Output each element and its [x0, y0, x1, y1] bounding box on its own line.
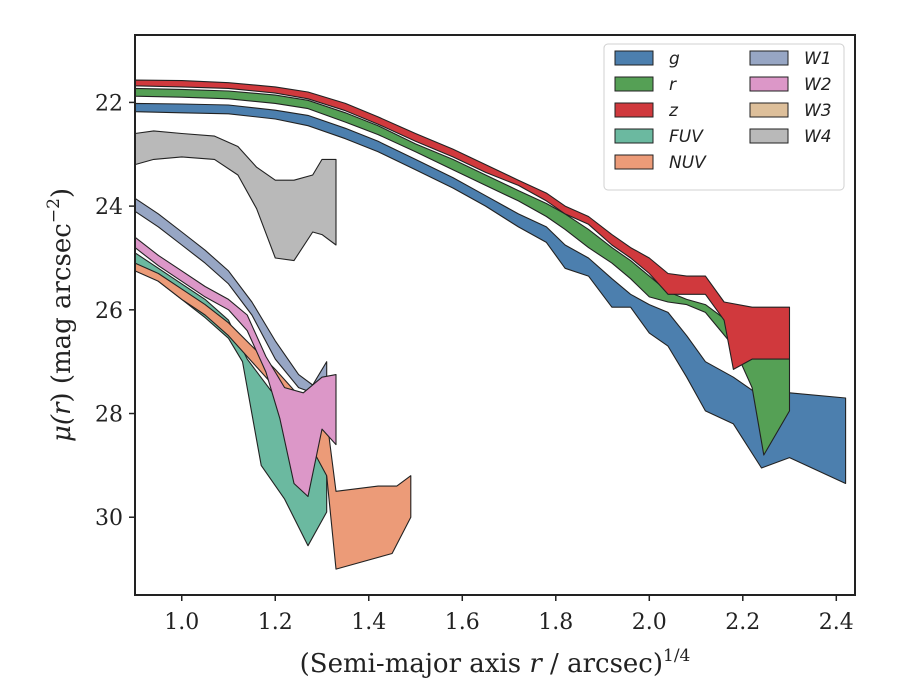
band-r	[134, 87, 791, 456]
legend-swatch-w4	[749, 128, 789, 144]
legend-label-z: z	[668, 101, 679, 121]
y-tick-label: 30	[95, 506, 123, 531]
band-w4	[134, 130, 337, 262]
plot-frame	[134, 34, 856, 596]
y-tick-label: 26	[95, 299, 123, 324]
x-tick-label: 2.4	[819, 610, 854, 635]
band-z	[134, 79, 791, 370]
legend-swatch-nuv	[614, 154, 654, 170]
legend-swatch-w3	[749, 102, 789, 118]
legend-swatch-w2	[749, 76, 789, 92]
band-g	[134, 102, 847, 485]
band-nuv	[134, 262, 412, 570]
legend-label-g: g	[669, 49, 680, 69]
legend-label-r: r	[669, 75, 677, 95]
legend-swatch-z	[614, 102, 654, 118]
x-tick-label: 1.8	[538, 610, 573, 635]
legend-label-w4: W4	[804, 127, 832, 147]
y-tick-label: 28	[95, 403, 123, 428]
profile-bands	[134, 79, 847, 570]
x-axis-ticks: 1.0 1.2 1.4 1.6 1.8 2.0 2.2 2.4	[164, 595, 854, 635]
y-tick-label: 24	[95, 195, 123, 220]
y-tick-label: 22	[95, 91, 123, 116]
legend-swatch-r	[614, 76, 654, 92]
x-tick-label: 2.2	[725, 610, 760, 635]
legend-label-w3: W3	[804, 101, 832, 121]
y-axis-ticks: 22 24 26 28 30	[95, 91, 135, 531]
x-tick-label: 1.6	[445, 610, 480, 635]
band-w2	[134, 236, 337, 498]
y-axis-label: μ(r) (mag arcsec−2)	[44, 188, 77, 442]
x-tick-label: 1.2	[258, 610, 293, 635]
legend-label-nuv: NUV	[669, 153, 707, 173]
x-tick-label: 2.0	[632, 610, 667, 635]
legend-swatch-fuv	[614, 128, 654, 144]
legend-label-w1: W1	[804, 49, 832, 69]
legend-swatch-g	[614, 50, 654, 66]
legend-swatch-w1	[749, 50, 789, 66]
legend-label-w2: W2	[804, 75, 832, 95]
legend-label-fuv: FUV	[669, 127, 704, 147]
x-tick-label: 1.4	[351, 610, 386, 635]
x-axis-label: (Semi-major axis r / arcsec)1/4	[300, 646, 691, 679]
legend: grz FUV NUV W1 W2 W3 W4	[603, 43, 845, 191]
x-tick-label: 1.0	[164, 610, 199, 635]
